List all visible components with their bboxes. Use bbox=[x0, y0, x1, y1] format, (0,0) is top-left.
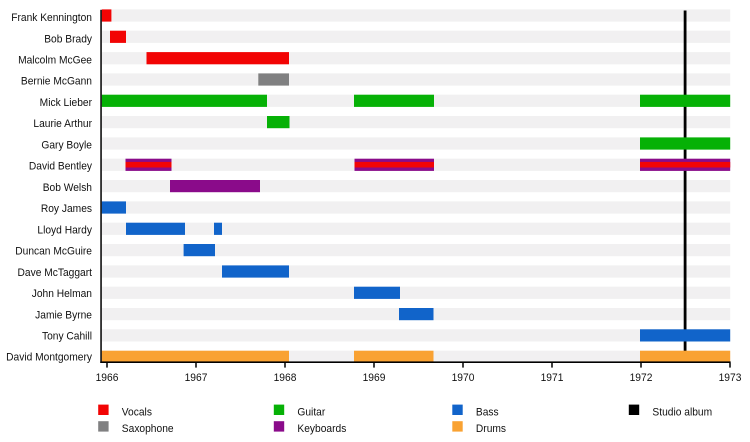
svg-text:Drums: Drums bbox=[476, 423, 506, 435]
svg-text:1973: 1973 bbox=[719, 372, 742, 384]
svg-text:Studio album: Studio album bbox=[652, 406, 712, 418]
svg-text:Bob Welsh: Bob Welsh bbox=[43, 182, 92, 194]
svg-text:Bob Brady: Bob Brady bbox=[44, 33, 92, 45]
svg-text:Dave McTaggart: Dave McTaggart bbox=[18, 267, 93, 279]
svg-text:1970: 1970 bbox=[452, 372, 475, 384]
svg-text:1971: 1971 bbox=[541, 372, 564, 384]
svg-text:Keyboards: Keyboards bbox=[297, 423, 346, 435]
svg-text:Bernie McGann: Bernie McGann bbox=[21, 75, 92, 87]
svg-text:Malcolm McGee: Malcolm McGee bbox=[18, 54, 92, 66]
svg-text:1969: 1969 bbox=[363, 372, 386, 384]
svg-text:Saxophone: Saxophone bbox=[122, 423, 174, 435]
svg-text:David Bentley: David Bentley bbox=[29, 160, 93, 172]
svg-text:John Helman: John Helman bbox=[32, 288, 92, 300]
svg-text:Jamie Byrne: Jamie Byrne bbox=[35, 309, 92, 321]
svg-text:Bass: Bass bbox=[476, 406, 499, 418]
svg-text:Duncan McGuire: Duncan McGuire bbox=[15, 245, 92, 257]
svg-text:Laurie Arthur: Laurie Arthur bbox=[33, 118, 92, 130]
svg-text:David Montgomery: David Montgomery bbox=[6, 351, 93, 363]
svg-text:Vocals: Vocals bbox=[122, 406, 152, 418]
svg-text:Roy James: Roy James bbox=[41, 203, 92, 215]
svg-text:Frank Kennington: Frank Kennington bbox=[11, 12, 92, 24]
svg-text:1968: 1968 bbox=[274, 372, 297, 384]
svg-text:Tony Cahill: Tony Cahill bbox=[42, 330, 92, 342]
svg-text:1966: 1966 bbox=[96, 372, 119, 384]
svg-text:1967: 1967 bbox=[185, 372, 208, 384]
svg-text:Guitar: Guitar bbox=[297, 406, 325, 418]
svg-text:Gary Boyle: Gary Boyle bbox=[41, 139, 92, 151]
svg-text:1972: 1972 bbox=[630, 372, 653, 384]
svg-text:Lloyd Hardy: Lloyd Hardy bbox=[37, 224, 92, 236]
svg-text:Mick Lieber: Mick Lieber bbox=[40, 97, 93, 109]
